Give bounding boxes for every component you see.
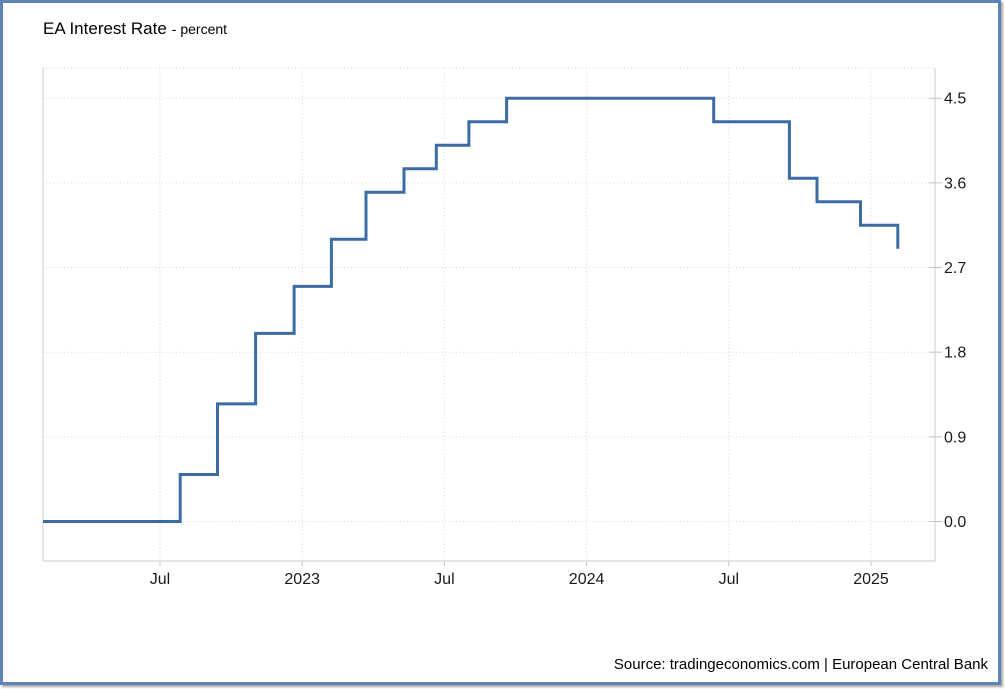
y-tick-label: 3.6	[944, 175, 966, 192]
y-tick-label: 1.8	[944, 345, 966, 362]
chart-title: EA Interest Rate	[43, 19, 167, 38]
y-tick-label: 0.0	[944, 514, 966, 531]
x-tick-label: 2025	[853, 571, 889, 588]
y-tick-label: 2.7	[944, 260, 966, 277]
y-tick-label: 0.9	[944, 429, 966, 446]
x-tick-label: Jul	[719, 571, 739, 588]
x-tick-label: 2023	[284, 571, 320, 588]
x-tick-label: Jul	[434, 571, 454, 588]
x-tick-label: Jul	[150, 571, 170, 588]
x-tick-label: 2024	[569, 571, 605, 588]
source-credit: Source: tradingeconomics.com | European …	[613, 656, 988, 673]
interest-rate-series	[43, 96, 900, 523]
y-tick-label: 4.5	[944, 91, 966, 108]
chart-header: EA Interest Rate - percent	[43, 19, 227, 39]
chart-subtitle: - percent	[171, 21, 228, 37]
